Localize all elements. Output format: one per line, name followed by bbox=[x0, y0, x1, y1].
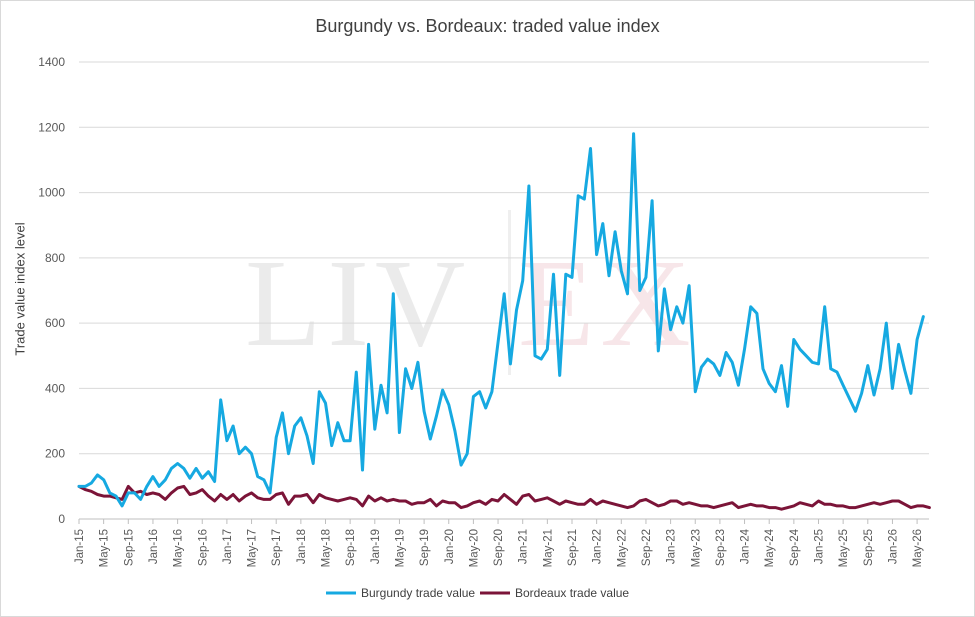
series-lines bbox=[77, 132, 931, 511]
x-tick-label: May-22 bbox=[616, 529, 628, 567]
x-tick-label: Jan-17 bbox=[222, 529, 234, 564]
x-tick-label: Sep-18 bbox=[345, 529, 357, 566]
x-tick-label: May-20 bbox=[468, 529, 480, 567]
x-tick-label: Jan-19 bbox=[370, 529, 382, 564]
x-tick-label: May-16 bbox=[173, 529, 185, 567]
x-tick-label: Jan-26 bbox=[887, 529, 899, 564]
x-tick-label: Sep-21 bbox=[567, 529, 579, 566]
x-tick-label: Jan-21 bbox=[518, 529, 530, 564]
x-tick-label: Sep-25 bbox=[863, 529, 875, 566]
chart-title: Burgundy vs. Bordeaux: traded value inde… bbox=[315, 16, 660, 36]
y-tick-label: 400 bbox=[45, 381, 65, 395]
x-tick-label: Sep-17 bbox=[271, 529, 283, 566]
y-tick-label: 600 bbox=[45, 316, 65, 330]
y-tick-label: 1200 bbox=[38, 120, 65, 134]
x-tick-label: Sep-16 bbox=[197, 529, 209, 566]
x-tick-label: Sep-22 bbox=[641, 529, 653, 566]
x-tick-label: Jan-20 bbox=[444, 529, 456, 564]
x-axis: Jan-15 May-15 Sep-15 Jan-16 May-16 Sep-16 Jan-… bbox=[74, 518, 929, 567]
legend-label: Bordeaux trade value bbox=[515, 586, 629, 600]
y-tick-label: 800 bbox=[45, 251, 65, 265]
x-tick-label: May-19 bbox=[394, 529, 406, 567]
legend-label: Burgundy trade value bbox=[361, 586, 475, 600]
y-tick-label: 1000 bbox=[38, 186, 65, 200]
x-tick-label: May-25 bbox=[838, 529, 850, 567]
y-tick-label: 1400 bbox=[38, 55, 65, 69]
legend: Burgundy trade value Bordeaux trade value bbox=[326, 586, 629, 600]
grid-lines bbox=[79, 61, 929, 520]
x-tick-label: May-24 bbox=[764, 528, 776, 567]
x-tick-label: Sep-15 bbox=[123, 529, 135, 566]
x-tick-label: May-26 bbox=[912, 529, 924, 567]
x-tick-label: Jan-24 bbox=[740, 528, 752, 564]
x-tick-label: Jan-18 bbox=[296, 529, 308, 564]
series-line-burgundy bbox=[77, 132, 925, 508]
x-tick-label: Jan-23 bbox=[666, 529, 678, 564]
x-tick-label: Jan-16 bbox=[148, 529, 160, 564]
x-tick-label: Sep-23 bbox=[715, 529, 727, 566]
x-tick-label: Jan-22 bbox=[592, 529, 604, 564]
x-tick-label: May-15 bbox=[99, 529, 111, 567]
x-tick-label: Sep-20 bbox=[493, 529, 505, 566]
x-tick-label: Sep-24 bbox=[789, 528, 801, 566]
x-tick-label: May-23 bbox=[690, 529, 702, 567]
x-tick-label: May-21 bbox=[542, 529, 554, 567]
x-tick-label: May-17 bbox=[247, 529, 259, 567]
x-tick-label: May-18 bbox=[321, 529, 333, 567]
x-tick-label: Sep-19 bbox=[419, 529, 431, 566]
series-line-bordeaux bbox=[77, 484, 931, 511]
x-tick-label: Jan-25 bbox=[814, 529, 826, 564]
y-axis-ticks: 0 200 400 600 800 1000 1200 1400 bbox=[38, 55, 65, 526]
x-tick-label: Jan-15 bbox=[74, 529, 86, 564]
y-tick-label: 0 bbox=[58, 512, 65, 526]
y-tick-label: 200 bbox=[45, 447, 65, 461]
svg-text:LIV: LIV bbox=[245, 235, 471, 373]
